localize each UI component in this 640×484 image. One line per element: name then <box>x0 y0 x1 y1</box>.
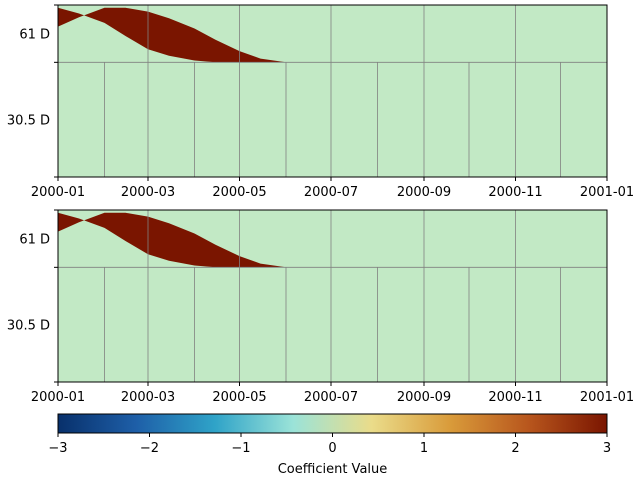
x-tick-label: 2001-01 <box>580 185 634 200</box>
heatmap-panel-bottom: 2000-01 2000-03 2000-05 2000-07 2000-09 2000-… <box>7 209 634 405</box>
x-tick-label: 2000-01 <box>31 390 85 405</box>
x-tick-label: 2000-03 <box>121 390 175 405</box>
x-tick-label: 2001-01 <box>580 390 634 405</box>
x-tick-label: 2000-09 <box>397 390 451 405</box>
colorbar-tick-label: 1 <box>420 441 428 456</box>
colorbar: −3 −2 −1 0 1 2 3 Coefficient Value <box>48 413 611 477</box>
x-tick-label: 2000-01 <box>31 185 85 200</box>
colorbar-tick-label: −3 <box>48 441 67 456</box>
coefficient-band <box>58 212 286 268</box>
x-tick-label: 2000-05 <box>212 185 266 200</box>
x-tick-label: 2000-05 <box>212 390 266 405</box>
colorbar-gradient <box>57 413 608 434</box>
colorbar-label: Coefficient Value <box>278 462 388 477</box>
plot-frame <box>57 209 608 383</box>
x-tick-label: 2000-09 <box>397 185 451 200</box>
heatmap-panel-top: 2000-01 2000-03 2000-05 2000-07 2000-09 2000-… <box>7 4 634 200</box>
colorbar-tick-label: −1 <box>231 441 250 456</box>
y-tick-label: 30.5 D <box>7 319 50 334</box>
colorbar-tick-label: −2 <box>140 441 159 456</box>
y-tick-label: 61 D <box>19 233 50 248</box>
colorbar-tick-label: 3 <box>603 441 611 456</box>
x-tick-label: 2000-07 <box>304 185 358 200</box>
y-tick-label: 61 D <box>19 28 50 43</box>
colorbar-tick-label: 2 <box>511 441 519 456</box>
colorbar-tick-label: 0 <box>328 441 336 456</box>
x-tick-label: 2000-11 <box>488 185 542 200</box>
x-tick-label: 2000-03 <box>121 185 175 200</box>
plot-frame <box>57 4 608 178</box>
x-tick-label: 2000-11 <box>488 390 542 405</box>
x-tick-label: 2000-07 <box>304 390 358 405</box>
coefficient-band <box>58 7 286 63</box>
y-tick-label: 30.5 D <box>7 114 50 129</box>
